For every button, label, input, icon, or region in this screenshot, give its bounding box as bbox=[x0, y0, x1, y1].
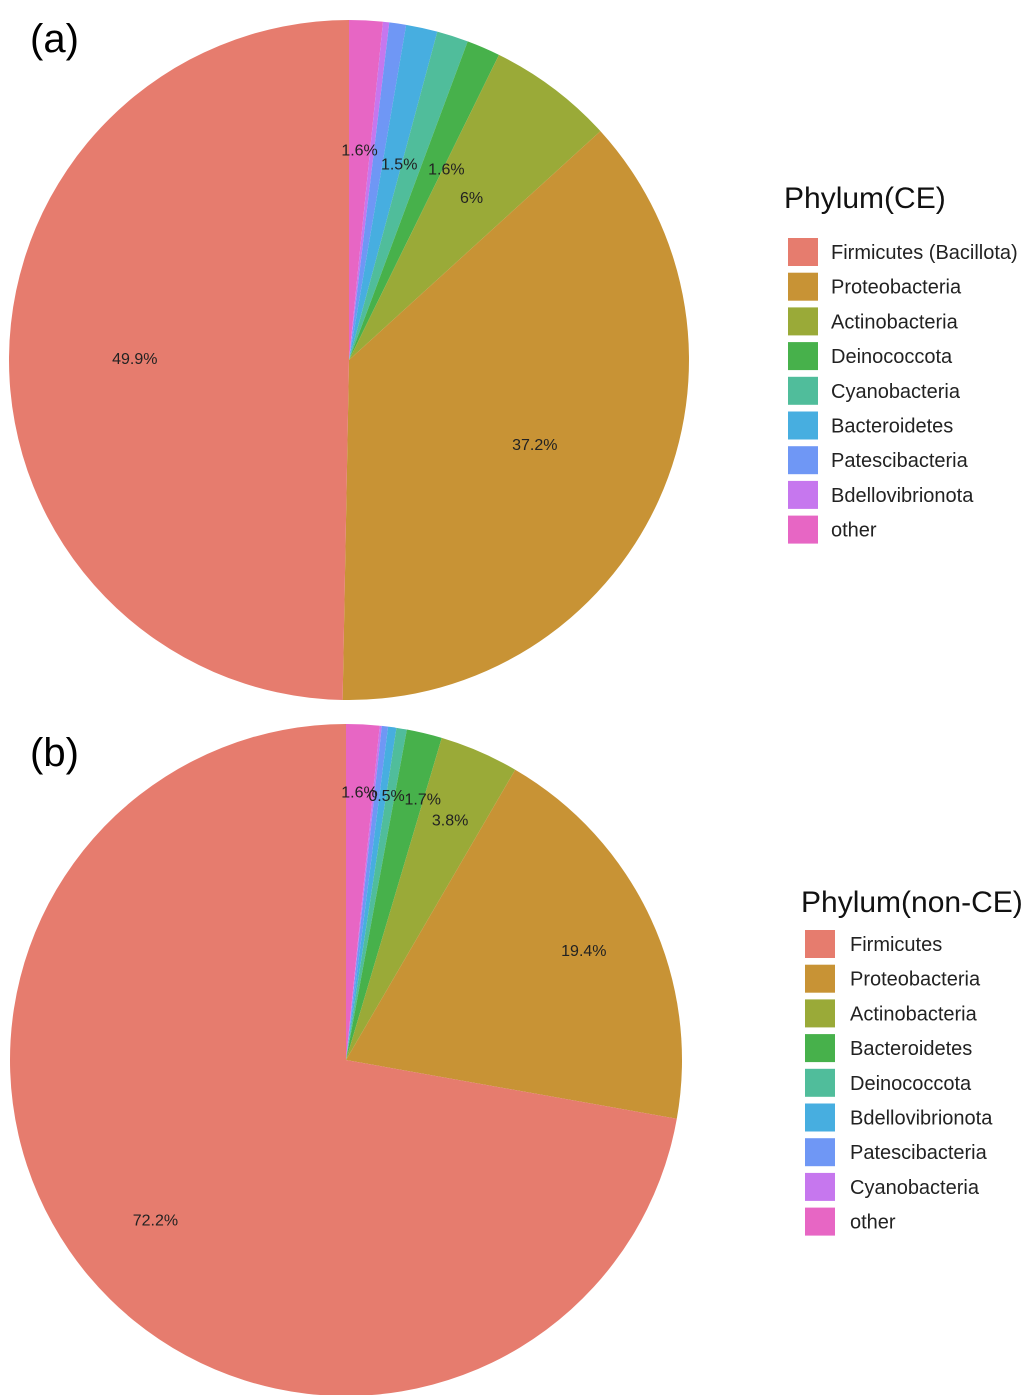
legend-swatch-bdellovibrionota bbox=[788, 480, 818, 509]
slice-label-other: 1.6% bbox=[341, 142, 377, 159]
pie-panel-b: (b) 72.2% 19.4% 3.8% 1.7%0.5%1.6% Phylum(non-… bbox=[10, 724, 1023, 1395]
pie-slice-actinobacteria bbox=[349, 54, 601, 361]
legend-label-patescibacteria: Patescibacteria bbox=[831, 450, 969, 472]
pie-slice-proteobacteria bbox=[342, 131, 690, 700]
slice-label-other: 1.6% bbox=[341, 785, 377, 802]
legend-swatch-bacteroidetes bbox=[805, 1034, 835, 1063]
pie-slice-bdellovibrionota bbox=[346, 726, 397, 1060]
legend-title: Phylum(non-CE) bbox=[801, 886, 1023, 919]
pie-slice-firmicutes bbox=[10, 724, 677, 1395]
pie-slice-patescibacteria bbox=[349, 22, 407, 360]
legend-label-deinococcota: Deinococcota bbox=[831, 346, 953, 368]
pie-slice-cyanobacteria bbox=[349, 31, 468, 360]
legend-swatch-other bbox=[805, 1207, 835, 1236]
legend-label-bdellovibrionota: Bdellovibrionota bbox=[831, 485, 974, 507]
legend-swatch-cyanobacteria bbox=[805, 1172, 835, 1201]
slice-label-proteobacteria: 37.2% bbox=[512, 437, 557, 454]
legend-swatch-proteobacteria bbox=[788, 272, 818, 301]
legend-label-actinobacteria: Actinobacteria bbox=[850, 1003, 978, 1025]
legend-label-firmicutes-bacillota: Firmicutes (Bacillota) bbox=[831, 242, 1018, 264]
legend-swatch-actinobacteria bbox=[805, 999, 835, 1028]
pie-panel-a: (a)49.9%37.2%6%1.6%1.5%1.6%Phylum(CE)Fir… bbox=[8, 17, 1018, 700]
legend-label-actinobacteria: Actinobacteria bbox=[831, 311, 959, 333]
legend-label-bacteroidetes: Bacteroidetes bbox=[850, 1038, 972, 1060]
legend-label-bdellovibrionota: Bdellovibrionota bbox=[850, 1108, 993, 1130]
pie-slice-other bbox=[349, 20, 383, 360]
pie-slice-bdellovibrionota bbox=[349, 21, 390, 361]
legend-swatch-actinobacteria bbox=[788, 307, 818, 336]
legend-label-other: other bbox=[850, 1212, 896, 1234]
panel-label: (a) bbox=[30, 17, 79, 61]
legend-swatch-firmicutes-bacillota bbox=[788, 238, 818, 266]
legend-label-cyanobacteria: Cyanobacteria bbox=[831, 381, 961, 403]
legend-swatch-cyanobacteria bbox=[788, 376, 818, 405]
legend-label-patescibacteria: Patescibacteria bbox=[850, 1142, 988, 1164]
slice-label-cyanobacteria: 1.5% bbox=[381, 157, 417, 174]
pie-slice-deinococcota bbox=[349, 41, 499, 360]
legend-swatch-bdellovibrionota bbox=[805, 1103, 835, 1132]
slice-label-deinococcota: 0.5% bbox=[368, 788, 404, 805]
legend-swatch-deinococcota bbox=[788, 342, 818, 371]
pie-slice-bacteroidetes bbox=[346, 729, 442, 1060]
slice-label-bacteroidetes: 1.7% bbox=[405, 792, 441, 809]
legend-swatch-patescibacteria bbox=[788, 446, 818, 475]
pie-slice-cyanobacteria bbox=[346, 725, 382, 1060]
legend-swatch-deinococcota bbox=[805, 1068, 835, 1097]
slice-label-firmicutes: 72.2% bbox=[133, 1213, 178, 1230]
legend-swatch-patescibacteria bbox=[805, 1138, 835, 1167]
pie-slice-firmicutes-bacillota bbox=[8, 20, 350, 700]
slice-label-deinococcota: 1.6% bbox=[428, 161, 464, 178]
legend-label-proteobacteria: Proteobacteria bbox=[850, 969, 981, 991]
pie-slice-patescibacteria bbox=[346, 725, 389, 1060]
slice-label-firmicutes-bacillota: 49.9% bbox=[112, 351, 157, 368]
slice-label-proteobacteria: 19.4% bbox=[561, 943, 606, 960]
pie-slice-proteobacteria bbox=[346, 769, 682, 1119]
panel-label: (b) bbox=[30, 731, 79, 775]
legend-title: Phylum(CE) bbox=[784, 182, 946, 215]
pie-slice-deinococcota bbox=[346, 727, 407, 1060]
pie-slice-actinobacteria bbox=[346, 737, 516, 1060]
legend-label-firmicutes: Firmicutes bbox=[850, 934, 942, 956]
legend-label-other: other bbox=[831, 520, 877, 542]
legend-label-bacteroidetes: Bacteroidetes bbox=[831, 416, 953, 438]
slice-label-actinobacteria: 3.8% bbox=[432, 812, 468, 829]
legend-label-proteobacteria: Proteobacteria bbox=[831, 277, 962, 299]
pie-slice-bacteroidetes bbox=[349, 24, 438, 361]
legend-label-deinococcota: Deinococcota bbox=[850, 1073, 972, 1095]
legend-swatch-other bbox=[788, 515, 818, 544]
legend-swatch-firmicutes bbox=[805, 930, 835, 958]
legend-swatch-proteobacteria bbox=[805, 964, 835, 993]
slice-label-actinobacteria: 6% bbox=[460, 190, 483, 207]
legend-label-cyanobacteria: Cyanobacteria bbox=[850, 1177, 980, 1199]
pie-slice-other bbox=[346, 724, 380, 1060]
legend-swatch-bacteroidetes bbox=[788, 411, 818, 440]
